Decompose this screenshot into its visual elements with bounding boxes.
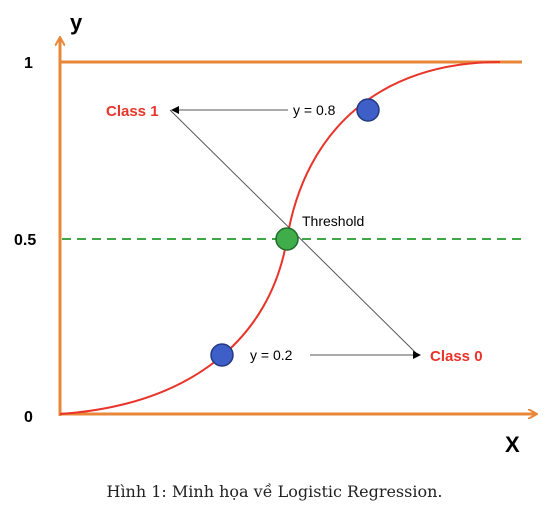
tick-label-1: 1 bbox=[24, 55, 33, 72]
y-low-label: y = 0.2 bbox=[250, 347, 293, 363]
sample-point-high bbox=[356, 98, 380, 122]
class1-label: Class 1 bbox=[106, 103, 159, 120]
figure-caption: Hình 1: Minh họa về Logistic Regression. bbox=[106, 482, 443, 501]
sample-point-low bbox=[210, 343, 234, 367]
threshold-label: Threshold bbox=[302, 213, 364, 229]
x-axis-label: X bbox=[505, 432, 520, 457]
tick-label-0: 0 bbox=[24, 409, 33, 426]
y-high-label: y = 0.8 bbox=[293, 102, 336, 118]
logistic-regression-diagram: y X 1 0.5 0 Class 1 Class 0 y = 0.8 y = … bbox=[14, 10, 549, 457]
tick-label-half: 0.5 bbox=[14, 232, 36, 249]
threshold-point bbox=[275, 227, 299, 251]
y-axis-label: y bbox=[70, 10, 83, 35]
class0-label: Class 0 bbox=[430, 348, 483, 365]
